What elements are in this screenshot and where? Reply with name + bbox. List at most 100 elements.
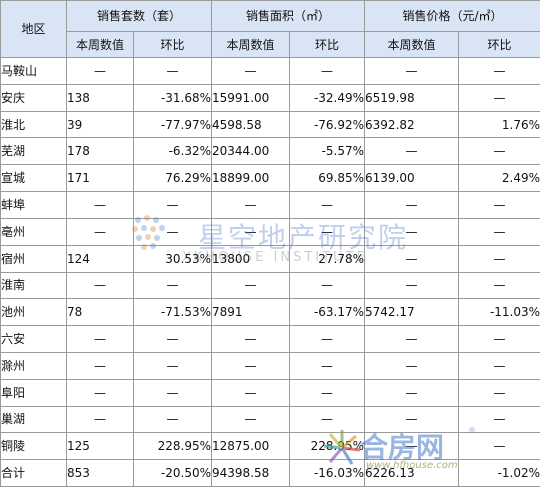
price-group-header: 销售价格（元/㎡） (364, 0, 540, 32)
cell-city: 滁州 (0, 351, 67, 380)
table-row: 淮南 — — — — — — (0, 271, 540, 300)
cell-price: 5742.17 (364, 298, 460, 327)
header-row-sub: 本周数值 环比 本周数值 环比 本周数值 环比 (1, 31, 540, 58)
cell-area-chg: — (289, 378, 366, 407)
cell-area: — (211, 191, 291, 219)
cell-units-chg: -77.97% (132, 110, 213, 139)
cell-price: — (364, 191, 460, 219)
cell-area: 12875.00 (211, 432, 291, 461)
table-row: 滁州 — — — — — — (0, 351, 540, 380)
cell-price: — (364, 57, 460, 85)
cell-area: — (211, 351, 291, 380)
cell-units: — (66, 378, 134, 407)
cell-city: 巢湖 (0, 405, 67, 434)
cell-units-chg: 228.95% (132, 432, 213, 461)
cell-units: 178 (66, 137, 134, 166)
cell-units: — (66, 351, 134, 380)
cell-units-chg: — (132, 217, 213, 246)
cell-units-chg: 76.29% (132, 164, 213, 193)
cell-area-chg: -5.57% (289, 137, 366, 166)
cell-area: 20344.00 (211, 137, 291, 166)
cell-units-chg: — (132, 191, 213, 219)
cell-city: 亳州 (0, 217, 67, 246)
table-row: 芜湖 178 -6.32% 20344.00 -5.57% — — (0, 137, 540, 166)
cell-area-chg: — (289, 325, 366, 353)
cell-city: 铜陵 (0, 432, 67, 461)
cell-units-chg: — (132, 351, 213, 380)
cell-units: 125 (66, 432, 134, 461)
cell-units: 853 (66, 459, 134, 487)
table-row: 安庆 138 -31.68% 15991.00 -32.49% 6519.98— (0, 83, 540, 112)
cell-price: — (364, 244, 460, 273)
cell-price-chg: -1.02% (458, 459, 540, 487)
cell-units-chg: — (132, 325, 213, 353)
cell-price: — (364, 137, 460, 166)
cell-area-chg: 228.95% (289, 432, 366, 461)
cell-units: 124 (66, 244, 134, 273)
cell-price: — (364, 325, 460, 353)
cell-city: 宣城 (0, 164, 67, 193)
table-row: 巢湖 — — — — — — (0, 405, 540, 434)
cell-price-chg: — (458, 217, 540, 246)
cell-price: — (364, 271, 460, 300)
cell-price-chg: — (458, 405, 540, 434)
cell-city: 蚌埠 (0, 191, 67, 219)
cell-area-chg: -32.49% (289, 83, 366, 112)
table-row: 亳州 — — — — — — (0, 217, 540, 246)
cell-city: 安庆 (0, 83, 67, 112)
cell-area-chg: 69.85% (289, 164, 366, 193)
area-change-header: 环比 (289, 31, 366, 58)
cell-area-chg: -63.17% (289, 298, 366, 327)
cell-price-chg: — (458, 137, 540, 166)
table-row: 合计 853 -20.50% 94398.58 -16.03% 6226.13 -1.02% (0, 459, 540, 487)
price-current-header: 本周数值 (364, 31, 460, 58)
cell-units: 39 (66, 110, 134, 139)
cell-price-chg: — (458, 351, 540, 380)
cell-area-chg: 27.78% (289, 244, 366, 273)
cell-price-chg: — (458, 83, 540, 112)
cell-area: — (211, 271, 291, 300)
units-change-header: 环比 (132, 31, 213, 58)
table-row: 宿州 124 30.53% 13800 27.78% — — (0, 244, 540, 273)
cell-units-chg: 30.53% (132, 244, 213, 273)
cell-units-chg: — (132, 57, 213, 85)
cell-price-chg: 2.49% (458, 164, 540, 193)
cell-price: 6139.00 (364, 164, 460, 193)
cell-units: — (66, 325, 134, 353)
cell-area: 94398.58 (211, 459, 291, 487)
table-row: 六安 — — — — — — (0, 325, 540, 353)
cell-price: 6519.98 (364, 83, 460, 112)
cell-price-chg: — (458, 378, 540, 407)
cell-price-chg: — (458, 57, 540, 85)
table-row: 宣城 171 76.29% 18899.00 69.85% 6139.00 2.49% (0, 164, 540, 193)
cell-units: — (66, 57, 134, 85)
cell-city: 合计 (0, 459, 67, 487)
cell-city: 六安 (0, 325, 67, 353)
cell-price: — (364, 405, 460, 434)
cell-city: 淮北 (0, 110, 67, 139)
cell-city: 阜阳 (0, 378, 67, 407)
table-row: 淮北 39 -77.97% 4598.58 -76.92% 6392.82 1.76% (0, 110, 540, 139)
cell-units: 138 (66, 83, 134, 112)
cell-area-chg: -76.92% (289, 110, 366, 139)
cell-units: — (66, 191, 134, 219)
cell-city: 池州 (0, 298, 67, 327)
region-header: 地区 (0, 0, 67, 58)
cell-units-chg: — (132, 378, 213, 407)
cell-price: 6226.13 (364, 459, 460, 487)
cell-price: — (364, 217, 460, 246)
cell-city: 宿州 (0, 244, 67, 273)
cell-area-chg: — (289, 57, 366, 85)
cell-units: 171 (66, 164, 134, 193)
table-body: 马鞍山 — — — — — — 安庆 138 -31.68% 15991.00 -32.49% 6519… (0, 57, 540, 487)
cell-price-chg: — (458, 191, 540, 219)
cell-units: — (66, 405, 134, 434)
cell-area: 13800 (211, 244, 291, 273)
cell-area-chg: — (289, 405, 366, 434)
cell-price-chg: — (458, 432, 540, 461)
cell-area-chg: -16.03% (289, 459, 366, 487)
area-current-header: 本周数值 (211, 31, 291, 58)
table-row: 阜阳 — — — — — — (0, 378, 540, 407)
cell-area: — (211, 57, 291, 85)
